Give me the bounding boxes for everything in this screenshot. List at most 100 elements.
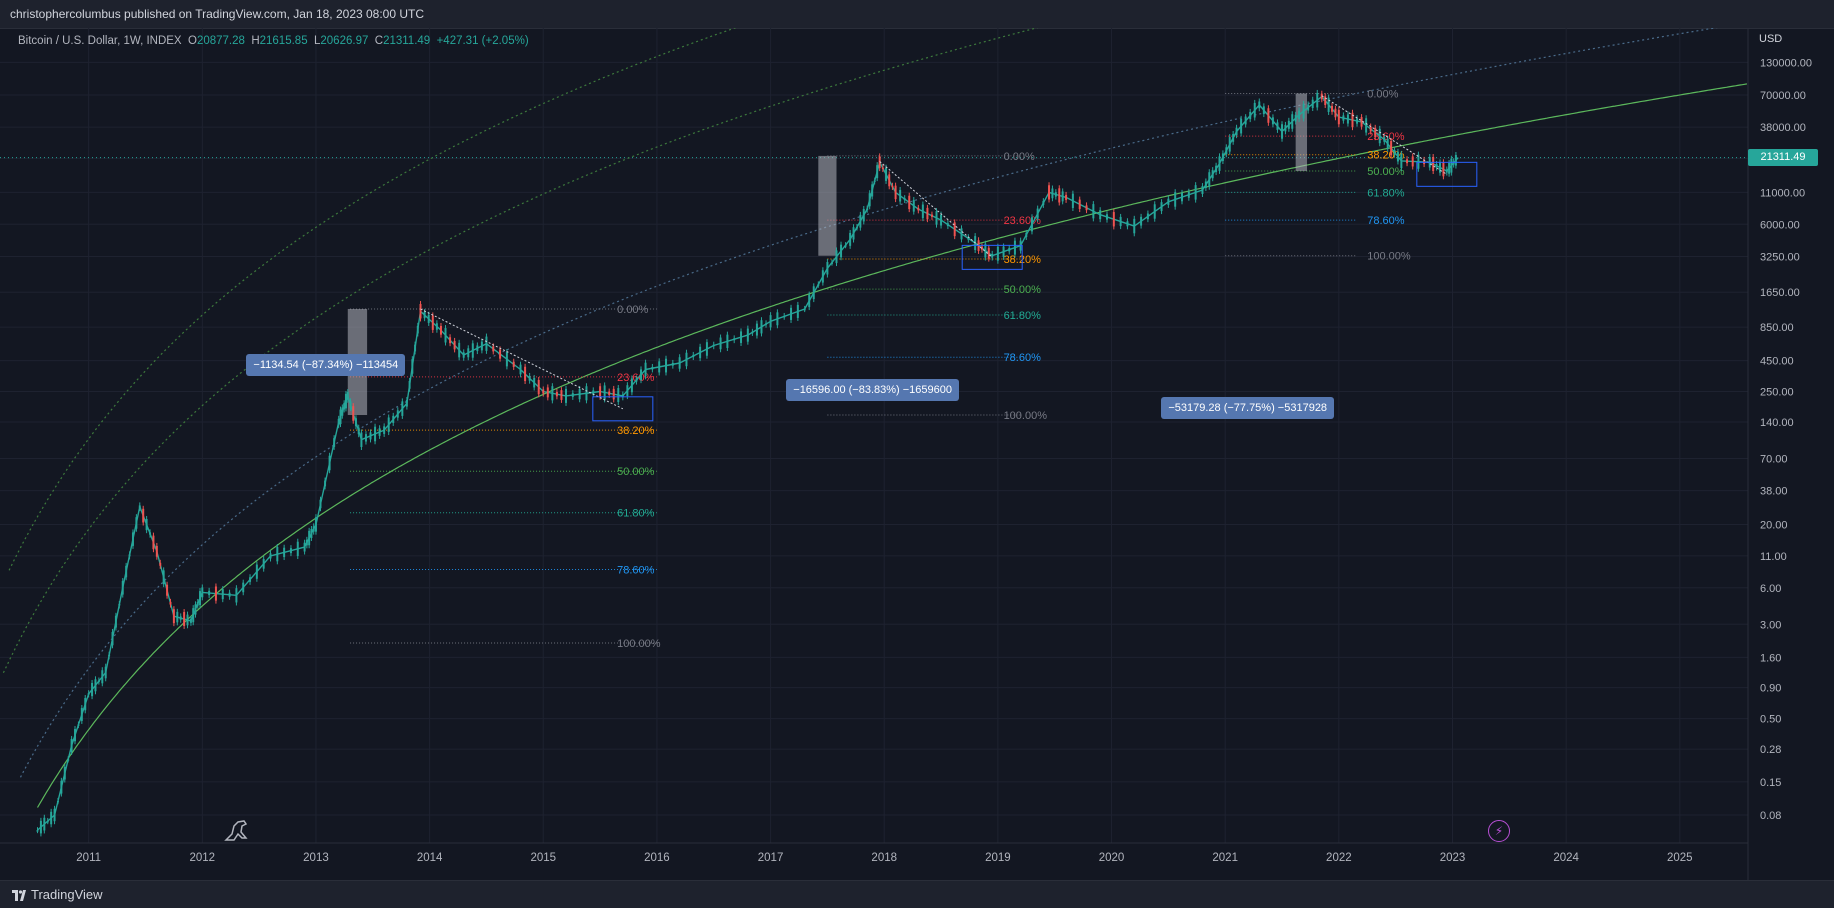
- candle-body: [346, 392, 349, 400]
- candle-body: [1061, 191, 1064, 202]
- candle-body: [341, 407, 344, 416]
- candle-body: [1187, 191, 1190, 198]
- fib-level-label: 38.20%: [617, 425, 655, 437]
- candle-body: [1411, 156, 1414, 167]
- top-band-curve: [2, 0, 1152, 674]
- price-tick-label: 0.08: [1760, 810, 1781, 822]
- candle-body: [131, 532, 134, 546]
- candle-body: [269, 553, 272, 559]
- candle-body: [935, 211, 938, 225]
- candle-body: [1174, 192, 1177, 207]
- time-tick-label: 2017: [758, 852, 784, 864]
- candle-body: [1438, 162, 1441, 173]
- lightning-icon[interactable]: ⚡: [1488, 820, 1510, 842]
- price-line: [37, 95, 1459, 831]
- candle-body: [201, 587, 204, 598]
- support-curve: [36, 83, 1748, 808]
- candle-body: [349, 401, 352, 409]
- candle-body: [94, 679, 97, 692]
- candle-body: [612, 388, 615, 400]
- candle-body: [319, 499, 322, 509]
- fib-level-label: 23.60%: [617, 372, 655, 384]
- price-tick-label: 70.00: [1760, 454, 1788, 466]
- candle-body: [1346, 114, 1349, 124]
- candle-body: [665, 358, 668, 373]
- candle-body: [145, 518, 148, 531]
- price-tick-label: 0.15: [1760, 777, 1781, 789]
- time-tick-label: 2022: [1326, 852, 1352, 864]
- price-chart[interactable]: 0.00% 23.60% 38.20% 50.00% 61.80% 78.60% 100.0…: [0, 0, 1834, 880]
- candle-body: [435, 323, 438, 330]
- candle-body: [1042, 201, 1045, 205]
- fib-level-label: 50.00%: [1367, 166, 1405, 178]
- candle-body: [926, 207, 929, 220]
- candle-body: [91, 682, 94, 697]
- candle-body: [1454, 154, 1457, 166]
- candle-body: [401, 401, 404, 416]
- candle-body: [303, 542, 306, 552]
- drawdown-callout-2013[interactable]: −1134.54 (−87.34%) −113454: [246, 354, 406, 377]
- time-axis: 2011 2012 2013 2014 2015 2016 2017 2018 2019 2020…: [0, 842, 1748, 864]
- candle-body: [940, 214, 943, 226]
- drawdown-callout-2017[interactable]: −16596.00 (−83.83%) −1659600: [786, 379, 959, 402]
- candle-body: [849, 232, 852, 246]
- chart-area[interactable]: 0.00% 23.60% 38.20% 50.00% 61.80% 78.60% 100.0…: [0, 0, 1834, 880]
- candle-body: [751, 331, 754, 334]
- candle-body: [67, 759, 70, 761]
- price-tick-label: 38.00: [1760, 486, 1788, 498]
- low-key: L: [313, 35, 321, 47]
- candle-body: [1383, 137, 1386, 142]
- price-tick-label: 11.00: [1760, 551, 1787, 563]
- candle-body: [1099, 210, 1102, 220]
- candle-body: [899, 189, 902, 202]
- candle-body: [878, 156, 881, 169]
- symbol-legend: Bitcoin / U.S. Dollar, 1W, INDEX O20877.…: [18, 35, 529, 47]
- fib-level-label: 100.00%: [1004, 410, 1048, 422]
- candle-body: [199, 591, 202, 606]
- candle-body: [733, 338, 736, 341]
- candle-body: [255, 564, 258, 579]
- candle-body: [1013, 240, 1016, 255]
- candle-body: [314, 517, 317, 532]
- candle-body: [1140, 216, 1143, 226]
- candle-body: [960, 228, 963, 240]
- candle-body: [1450, 158, 1453, 173]
- upper-band-curve: [8, 0, 821, 571]
- candle-body: [726, 334, 729, 348]
- candle-body: [172, 609, 175, 624]
- candle-body: [111, 631, 114, 646]
- price-tick-label: 6000.00: [1760, 219, 1800, 231]
- candle-body: [1365, 118, 1368, 133]
- candle-body: [1221, 153, 1224, 161]
- candle-body: [630, 378, 633, 393]
- fib-level-label: 61.80%: [1367, 187, 1405, 199]
- target-box: [1416, 161, 1478, 187]
- candle-body: [471, 343, 474, 358]
- candle-body: [186, 614, 189, 626]
- candle-body: [891, 185, 894, 188]
- target-box: [961, 244, 1023, 270]
- candle-body: [194, 604, 197, 615]
- candle-body: [921, 204, 924, 219]
- candle-body: [826, 262, 829, 275]
- candle-body: [1181, 192, 1184, 202]
- candle-body: [1435, 163, 1438, 168]
- candle-body: [39, 820, 42, 834]
- candle-body: [431, 315, 434, 330]
- fib-level-label: 100.00%: [1367, 251, 1411, 263]
- candle-body: [1048, 185, 1051, 200]
- candle-body: [369, 432, 372, 440]
- drawdown-callout-2021[interactable]: −53179.28 (−77.75%) −5317928: [1161, 397, 1335, 420]
- candle-body: [821, 270, 824, 283]
- candle-body: [519, 364, 522, 375]
- candle-body: [324, 480, 327, 487]
- candle-body: [528, 375, 531, 381]
- price-tick-label: 20.00: [1760, 519, 1788, 531]
- candle-body: [1406, 159, 1409, 164]
- candle-body: [444, 328, 447, 343]
- candle-body: [555, 391, 558, 397]
- candle-body: [746, 328, 749, 342]
- tradingview-brand[interactable]: TradingView: [12, 887, 103, 902]
- price-tick-label: 0.90: [1760, 683, 1781, 695]
- candle-body: [308, 530, 311, 546]
